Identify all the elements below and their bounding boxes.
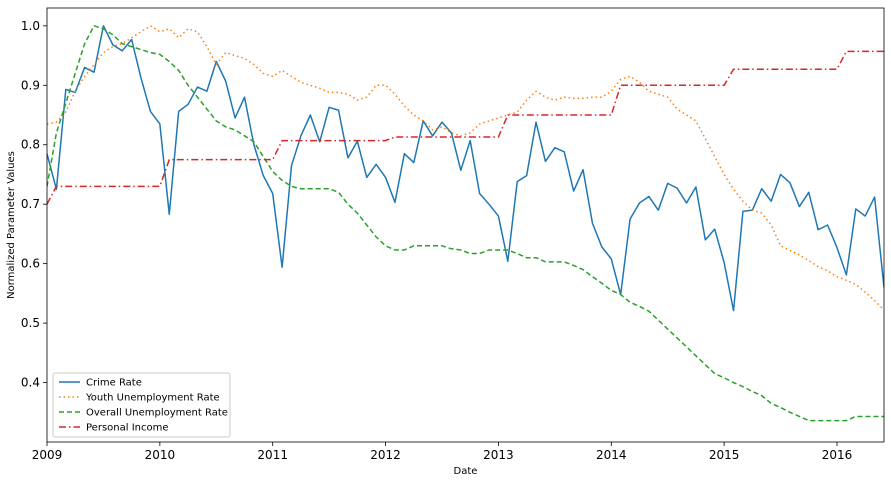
- y-tick-label: 0.4: [21, 376, 40, 390]
- x-tick-label: 2012: [370, 448, 401, 462]
- legend-label: Overall Unemployment Rate: [86, 408, 228, 419]
- x-tick-label: 2016: [822, 448, 853, 462]
- x-tick-label: 2013: [483, 448, 514, 462]
- series-line-overall-unemployment-rate: [47, 25, 884, 422]
- plot-frame: [46, 7, 885, 443]
- series-line-youth-unemployment-rate: [47, 25, 884, 311]
- x-axis-title: Date: [454, 466, 478, 477]
- x-tick-label: 2014: [596, 448, 627, 462]
- x-tick-label: 2009: [32, 448, 63, 462]
- legend: Crime Rate Youth Unemployment Rate Overall…: [52, 372, 231, 438]
- series-lines: [47, 25, 884, 422]
- y-tick-label: 0.8: [21, 138, 40, 152]
- y-tick-label: 0.9: [21, 78, 40, 92]
- x-tick-label: 2011: [257, 448, 288, 462]
- x-tick-label: 2010: [145, 448, 176, 462]
- y-tick-label: 1.0: [21, 19, 40, 33]
- legend-label: Crime Rate: [86, 378, 142, 389]
- y-tick-label: 0.6: [21, 257, 40, 271]
- x-axis: 2009 2010 2011 2012 2013 2014 2015 2016: [32, 442, 853, 462]
- y-axis-title: Normalized Parameter Values: [6, 151, 17, 299]
- x-tick-label: 2015: [709, 448, 740, 462]
- series-line-personal-income: [47, 50, 884, 205]
- y-axis: 0.4 0.5 0.6 0.7 0.8 0.9 1.0: [21, 19, 47, 390]
- legend-box: [52, 372, 231, 438]
- y-tick-label: 0.5: [21, 316, 40, 330]
- y-tick-label: 0.7: [21, 197, 40, 211]
- legend-label: Personal Income: [86, 423, 169, 434]
- series-line-crime-rate: [47, 25, 884, 312]
- legend-label: Youth Unemployment Rate: [85, 393, 220, 404]
